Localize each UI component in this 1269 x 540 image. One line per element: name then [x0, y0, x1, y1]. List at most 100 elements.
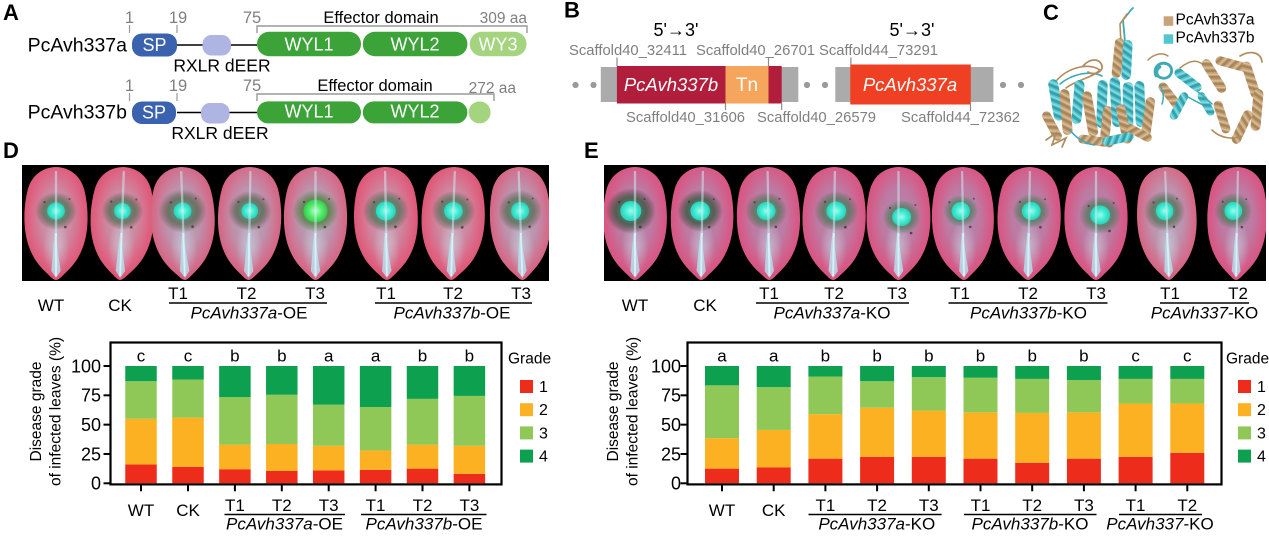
svg-text:T2: T2 [1228, 284, 1248, 303]
svg-text:2: 2 [539, 402, 548, 419]
svg-text:PcAvh337-KO: PcAvh337-KO [1106, 515, 1213, 534]
svg-text:0: 0 [91, 474, 101, 494]
svg-text:Scaffold40_26579: Scaffold40_26579 [757, 110, 876, 126]
svg-text:T1: T1 [168, 284, 188, 303]
svg-text:b: b [230, 347, 239, 366]
svg-text:PcAvh337b-OE: PcAvh337b-OE [366, 515, 483, 534]
svg-text:1: 1 [1257, 379, 1266, 396]
svg-text:WT: WT [709, 501, 735, 520]
svg-text:Scaffold40_31606: Scaffold40_31606 [626, 110, 745, 126]
svg-text:75: 75 [81, 386, 101, 406]
svg-text:PcAvh337b-KO: PcAvh337b-KO [970, 304, 1087, 323]
svg-text:T2: T2 [413, 496, 433, 515]
svg-text:b: b [821, 347, 830, 366]
svg-text:T3: T3 [919, 496, 939, 515]
svg-text:T2: T2 [867, 496, 887, 515]
svg-text:T1: T1 [225, 496, 245, 515]
svg-text:a: a [371, 347, 381, 366]
svg-text:50: 50 [661, 415, 681, 435]
svg-text:50: 50 [81, 415, 101, 435]
svg-text:T3: T3 [459, 496, 479, 515]
svg-text:PcAvh337a: PcAvh337a [1176, 12, 1255, 29]
svg-text:272 aa: 272 aa [469, 80, 517, 97]
svg-text:c: c [184, 347, 193, 366]
svg-text:1: 1 [125, 9, 134, 27]
svg-text:A: A [3, 0, 19, 25]
svg-text:75: 75 [243, 77, 261, 95]
svg-text:25: 25 [81, 444, 101, 464]
svg-text:RXLR dEER: RXLR dEER [171, 123, 268, 143]
svg-text:4: 4 [539, 449, 548, 466]
svg-text:SP: SP [142, 103, 166, 123]
svg-text:309 aa: 309 aa [480, 10, 528, 27]
svg-text:D: D [3, 138, 19, 163]
svg-text:WYL1: WYL1 [284, 102, 333, 122]
svg-text:T3: T3 [511, 284, 531, 303]
svg-text:19: 19 [169, 9, 187, 27]
svg-text:WYL2: WYL2 [390, 102, 439, 122]
svg-text:WYL2: WYL2 [390, 35, 439, 55]
svg-text:b: b [1027, 347, 1036, 366]
svg-text:RXLR dEER: RXLR dEER [173, 56, 270, 76]
svg-text:1: 1 [125, 77, 134, 95]
svg-text:PcAvh337b: PcAvh337b [1176, 30, 1255, 47]
svg-text:100: 100 [651, 356, 681, 376]
svg-text:WT: WT [622, 296, 648, 315]
svg-text:Scaffold40_32411: Scaffold40_32411 [569, 43, 687, 59]
svg-text:T1: T1 [759, 284, 779, 303]
svg-text:PcAvh337a: PcAvh337a [28, 35, 128, 57]
svg-text:5'→3': 5'→3' [654, 20, 699, 40]
svg-text:T1: T1 [950, 284, 970, 303]
svg-text:CK: CK [762, 501, 786, 520]
svg-text:Disease grade: Disease grade [28, 362, 45, 462]
svg-text:75: 75 [243, 9, 261, 27]
svg-text:T2: T2 [237, 284, 257, 303]
svg-text:a: a [769, 347, 779, 366]
svg-text:T1: T1 [1160, 284, 1180, 303]
svg-text:PcAvh337b-KO: PcAvh337b-KO [972, 515, 1089, 534]
svg-text:PcAvh337a-OE: PcAvh337a-OE [226, 515, 343, 534]
svg-text:T3: T3 [1074, 496, 1094, 515]
svg-text:T2: T2 [1177, 496, 1197, 515]
svg-text:c: c [1131, 347, 1140, 366]
svg-text:T2: T2 [1018, 284, 1038, 303]
svg-text:CK: CK [108, 296, 132, 315]
svg-text:3: 3 [539, 425, 548, 442]
svg-text:Tn: Tn [736, 75, 758, 96]
svg-text:Effector domain: Effector domain [323, 9, 438, 27]
svg-text:b: b [1079, 347, 1088, 366]
svg-text:T1: T1 [366, 496, 386, 515]
svg-text:E: E [584, 138, 599, 163]
svg-text:T2: T2 [824, 284, 844, 303]
svg-text:b: b [418, 347, 427, 366]
svg-text:PcAvh337b: PcAvh337b [28, 102, 128, 124]
svg-text:T1: T1 [971, 496, 991, 515]
svg-text:WYL1: WYL1 [284, 35, 333, 55]
svg-text:PcAvh337a-OE: PcAvh337a-OE [191, 304, 308, 323]
svg-text:C: C [1043, 0, 1059, 25]
svg-text:Scaffold44_73291: Scaffold44_73291 [819, 43, 938, 59]
svg-text:0: 0 [671, 474, 681, 494]
svg-text:b: b [872, 347, 881, 366]
svg-text:PcAvh337b: PcAvh337b [624, 74, 718, 95]
svg-text:PcAvh337b-OE: PcAvh337b-OE [394, 304, 511, 323]
svg-text:b: b [277, 347, 286, 366]
svg-text:B: B [564, 0, 580, 23]
svg-text:b: b [465, 347, 474, 366]
svg-text:4: 4 [1257, 449, 1266, 466]
svg-text:19: 19 [169, 77, 187, 95]
svg-text:a: a [324, 347, 334, 366]
svg-text:T1: T1 [376, 284, 396, 303]
svg-text:25: 25 [661, 444, 681, 464]
svg-text:T3: T3 [887, 284, 907, 303]
svg-text:Disease grade: Disease grade [605, 362, 622, 462]
svg-text:PcAvh337a: PcAvh337a [863, 74, 957, 95]
svg-text:5'→3': 5'→3' [890, 20, 935, 40]
svg-text:T2: T2 [272, 496, 292, 515]
svg-text:b: b [976, 347, 985, 366]
svg-text:CK: CK [693, 296, 717, 315]
svg-text:PcAvh337a-KO: PcAvh337a-KO [818, 515, 935, 534]
svg-text:75: 75 [661, 386, 681, 406]
svg-text:WT: WT [128, 501, 154, 520]
svg-text:T1: T1 [815, 496, 835, 515]
